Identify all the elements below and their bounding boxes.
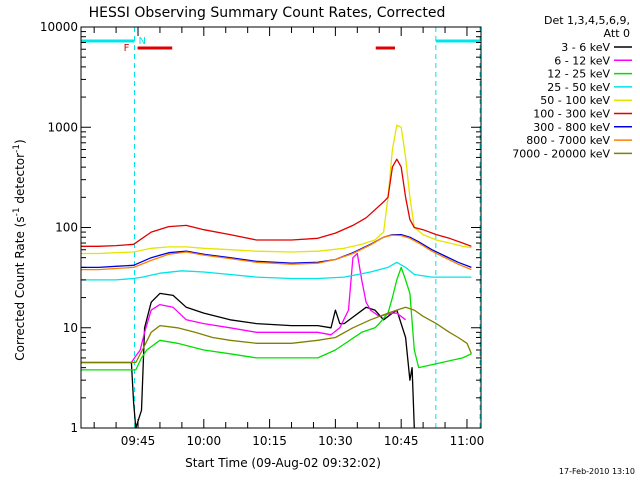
y-tick-label: 10 bbox=[63, 321, 78, 335]
series-line bbox=[81, 252, 406, 364]
night-flag-label: N bbox=[139, 36, 146, 47]
x-tick-label: 10:45 bbox=[384, 434, 419, 448]
y-tick-label: 1000 bbox=[47, 120, 78, 134]
series-line bbox=[81, 158, 472, 247]
flare-flag-label: F bbox=[124, 43, 130, 54]
legend-label: 12 - 25 keV bbox=[547, 68, 610, 81]
y-axis-label: Corrected Count Rate (s-1 detector-1) bbox=[12, 139, 27, 360]
y-label-part: detector bbox=[13, 153, 27, 208]
legend-label: 800 - 7000 keV bbox=[526, 134, 610, 147]
legend-label: 3 - 6 keV bbox=[561, 41, 610, 54]
legend-label: 300 - 800 keV bbox=[533, 121, 610, 134]
legend-label: 50 - 100 keV bbox=[540, 94, 610, 107]
y-label-superscript: -1 bbox=[12, 144, 22, 153]
legend-header: Det 1,3,4,5,6,9, bbox=[544, 14, 630, 27]
series-line bbox=[81, 266, 472, 371]
axes: 1 10 100 1000 10000 09:45 10:00 10:15 10:30 10:45… bbox=[40, 20, 484, 448]
series-line bbox=[81, 306, 472, 364]
series-lines bbox=[81, 124, 472, 429]
series-line bbox=[81, 124, 472, 255]
legend-label: 25 - 50 keV bbox=[547, 81, 610, 94]
y-tick-label: 100 bbox=[55, 221, 78, 235]
y-label-superscript: -1 bbox=[12, 207, 22, 216]
plot-frame bbox=[80, 26, 482, 429]
x-tick-label: 10:00 bbox=[187, 434, 222, 448]
x-axis-label: Start Time (09-Aug-02 09:32:02) bbox=[185, 456, 381, 470]
y-label-part: ) bbox=[13, 139, 27, 144]
y-label-part: Corrected Count Rate (s bbox=[13, 216, 27, 360]
chart-title: HESSI Observing Summary Count Rates, Cor… bbox=[89, 5, 446, 21]
timestamp: 17-Feb-2010 13:10 bbox=[559, 467, 635, 476]
x-tick-label: 10:30 bbox=[318, 434, 353, 448]
series-line bbox=[81, 292, 415, 429]
y-tick-label: 10000 bbox=[40, 20, 78, 34]
legend-label: 100 - 300 keV bbox=[533, 108, 610, 121]
legend-label: 6 - 12 keV bbox=[554, 54, 610, 67]
y-tick-label: 1 bbox=[70, 421, 78, 435]
series-line bbox=[81, 234, 472, 271]
x-tick-label: 11:00 bbox=[450, 434, 485, 448]
x-tick-label: 10:15 bbox=[252, 434, 287, 448]
series-line bbox=[81, 261, 472, 281]
legend-label: 7000 - 20000 keV bbox=[512, 147, 610, 160]
legend-header: Att 0 bbox=[604, 27, 630, 40]
x-tick-label: 09:45 bbox=[121, 434, 156, 448]
